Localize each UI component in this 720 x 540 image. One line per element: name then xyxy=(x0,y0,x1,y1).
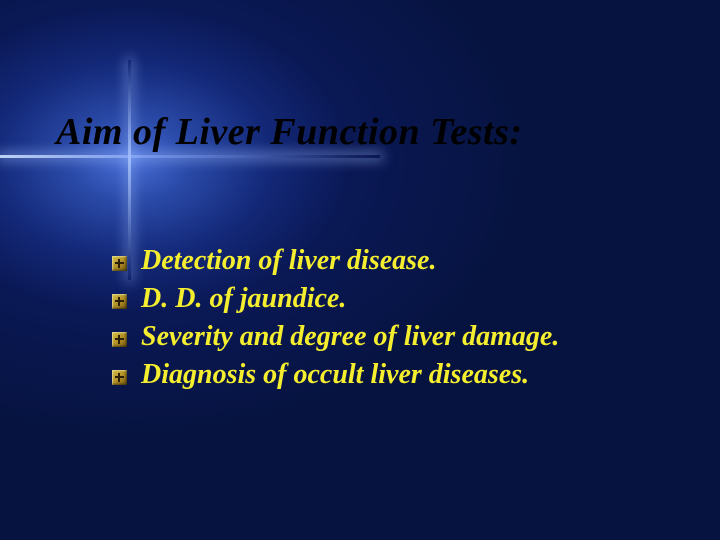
list-item: Diagnosis of occult liver diseases. xyxy=(112,359,559,391)
bullet-list: Detection of liver disease. D. D. of jau… xyxy=(112,245,559,397)
list-item-text: D. D. of jaundice. xyxy=(141,283,346,315)
list-item-text: Diagnosis of occult liver diseases. xyxy=(141,359,529,391)
lens-flare-horizontal xyxy=(0,155,380,158)
bullet-icon xyxy=(112,370,127,385)
slide-title: Aim of Liver Function Tests: xyxy=(56,110,523,154)
list-item: Severity and degree of liver damage. xyxy=(112,321,559,353)
bullet-icon xyxy=(112,294,127,309)
list-item: Detection of liver disease. xyxy=(112,245,559,277)
list-item-text: Detection of liver disease. xyxy=(141,245,436,277)
list-item-text: Severity and degree of liver damage. xyxy=(141,321,559,353)
bullet-icon xyxy=(112,332,127,347)
bullet-icon xyxy=(112,256,127,271)
list-item: D. D. of jaundice. xyxy=(112,283,559,315)
